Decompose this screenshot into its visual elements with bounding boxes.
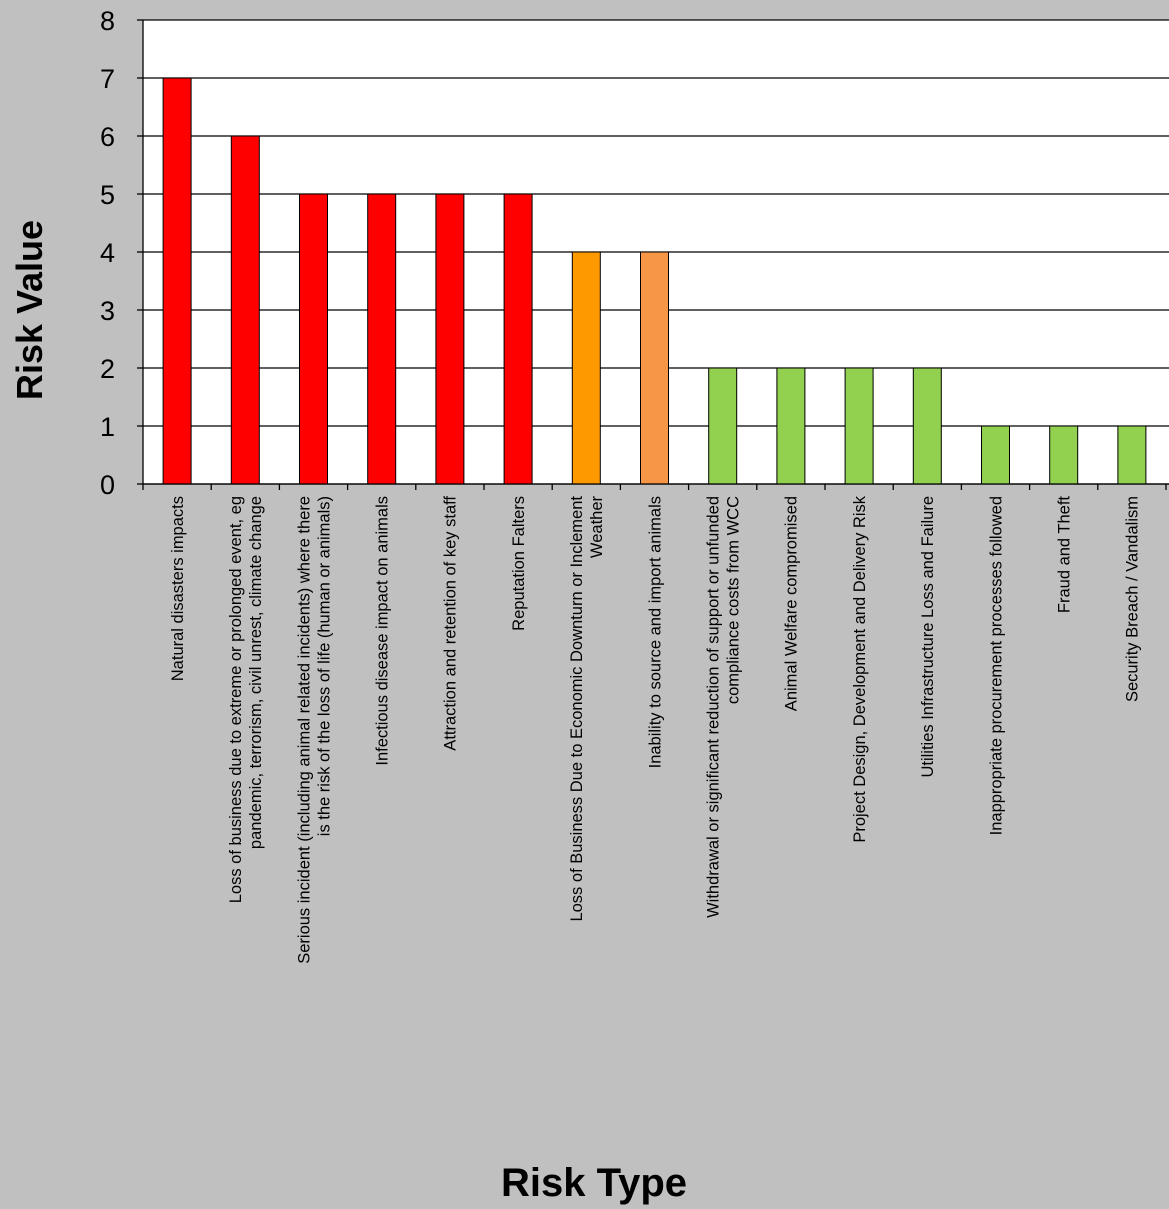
bar <box>981 425 1010 485</box>
x-category-label: Withdrawal or significant reduction of s… <box>704 496 722 918</box>
x-category-label: Security Breach / Vandalism <box>1124 496 1142 702</box>
x-category-label: Loss of Business Due to Economic Downtur… <box>568 496 586 922</box>
y-tick-label: 0 <box>100 470 115 500</box>
x-axis-title: Risk Type <box>501 1161 687 1205</box>
x-category-labels: Natural disasters impacts Loss of busines… <box>169 495 1142 964</box>
x-category-label: Utilities Infrastructure Loss and Failur… <box>919 496 937 778</box>
bar <box>1049 425 1079 485</box>
axes <box>137 19 1169 490</box>
x-category-label: Loss of business due to extreme or prolo… <box>227 496 245 903</box>
bar <box>1117 425 1147 485</box>
x-category-label: Attraction and retention of key staff <box>442 496 460 751</box>
x-category-label: Animal Welfare compromised <box>783 496 801 711</box>
x-category-label: Weather <box>588 495 606 558</box>
bar <box>299 193 328 485</box>
y-tick-label: 5 <box>100 180 115 210</box>
y-tick-label: 3 <box>100 296 115 326</box>
bar <box>367 193 397 485</box>
x-category-label: is the risk of the loss of life (human o… <box>315 496 333 836</box>
x-category-label: Project Design, Development and Delivery… <box>851 495 869 842</box>
y-tick-labels: 0 1 2 3 4 5 6 7 8 <box>100 6 115 500</box>
y-tick-label: 1 <box>100 412 115 442</box>
bars <box>162 77 1147 485</box>
x-category-label: Inappropriate procurement processes foll… <box>987 496 1005 835</box>
y-axis-title: Risk Value <box>9 220 50 400</box>
x-category-label: Natural disasters impacts <box>169 496 187 681</box>
bar <box>571 251 601 485</box>
y-tick-label: 8 <box>100 6 115 36</box>
x-category-label: Reputation Falters <box>510 496 528 631</box>
x-category-label: Serious incident (including animal relat… <box>295 496 313 964</box>
bar <box>708 367 738 485</box>
y-tick-label: 6 <box>100 122 115 152</box>
bar <box>230 135 260 485</box>
bar <box>776 367 806 485</box>
x-category-label: Infectious disease impact on animals <box>373 496 391 766</box>
bar <box>162 77 192 485</box>
x-category-label: compliance costs from WCC <box>724 496 742 704</box>
y-tick-label: 7 <box>100 64 115 94</box>
bar <box>640 251 669 485</box>
x-category-label: Inability to source and import animals <box>646 496 664 768</box>
y-tick-label: 2 <box>100 354 115 384</box>
y-tick-label: 4 <box>100 238 115 268</box>
x-category-label: pandemic, terrorism, civil unrest, clima… <box>247 496 265 849</box>
bar <box>844 367 874 485</box>
x-category-label: Fraud and Theft <box>1055 496 1073 614</box>
bar <box>912 367 942 485</box>
bar <box>503 193 533 485</box>
bar <box>435 193 465 485</box>
